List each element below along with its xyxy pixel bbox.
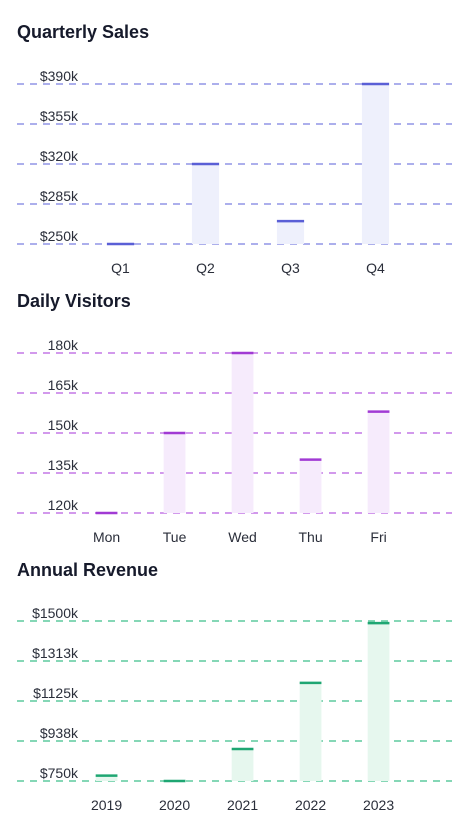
- x-tick-label: Mon: [93, 529, 120, 545]
- x-tick-label: 2022: [295, 797, 326, 813]
- x-tick-label: Fri: [370, 529, 386, 545]
- bar: [361, 84, 390, 244]
- chart-title: Quarterly Sales: [17, 22, 150, 42]
- y-tick-label: $1313k: [32, 645, 79, 661]
- y-tick-label: 150k: [48, 417, 79, 433]
- y-tick-label: $1125k: [33, 685, 79, 701]
- y-tick-label: $1500k: [32, 605, 79, 621]
- y-tick-label: $390k: [40, 68, 79, 84]
- y-tick-label: $750k: [40, 765, 79, 781]
- chart-title: Annual Revenue: [17, 560, 159, 580]
- x-tick-label: Q4: [366, 260, 385, 276]
- y-tick-label: $320k: [40, 148, 79, 164]
- y-tick-label: 135k: [48, 457, 79, 473]
- y-tick-label: $938k: [40, 725, 79, 741]
- y-tick-label: $250k: [40, 228, 79, 244]
- x-tick-label: Q3: [281, 260, 300, 276]
- bar: [367, 623, 390, 781]
- x-tick-label: 2023: [363, 797, 394, 813]
- y-tick-label: 180k: [48, 337, 79, 353]
- bar: [367, 411, 390, 513]
- x-tick-label: 2021: [227, 797, 258, 813]
- bar: [95, 775, 118, 781]
- y-tick-label: $285k: [40, 188, 79, 204]
- x-tick-label: Q2: [196, 260, 215, 276]
- bar: [231, 749, 254, 781]
- bar: [163, 433, 186, 513]
- bar: [276, 221, 305, 244]
- x-tick-label: Tue: [163, 529, 187, 545]
- x-tick-label: 2020: [159, 797, 190, 813]
- x-tick-label: 2019: [91, 797, 122, 813]
- bar: [299, 682, 322, 781]
- bar: [191, 164, 220, 244]
- chart-title: Daily Visitors: [17, 291, 131, 311]
- bar: [299, 459, 322, 513]
- x-tick-label: Wed: [228, 529, 257, 545]
- y-tick-label: $355k: [40, 108, 79, 124]
- x-tick-label: Thu: [298, 529, 322, 545]
- chart-daily-visitors: 180k 165k 150k 135k 120k Mon Tue Wed Thu Fri: [17, 337, 452, 545]
- chart-quarterly-sales: $390k $355k $320k $285k $250k Q1 Q2 Q3 Q4: [17, 68, 452, 276]
- y-tick-label: 165k: [48, 377, 79, 393]
- x-tick-label: Q1: [111, 260, 130, 276]
- bar: [231, 353, 254, 513]
- y-tick-label: 120k: [48, 497, 79, 513]
